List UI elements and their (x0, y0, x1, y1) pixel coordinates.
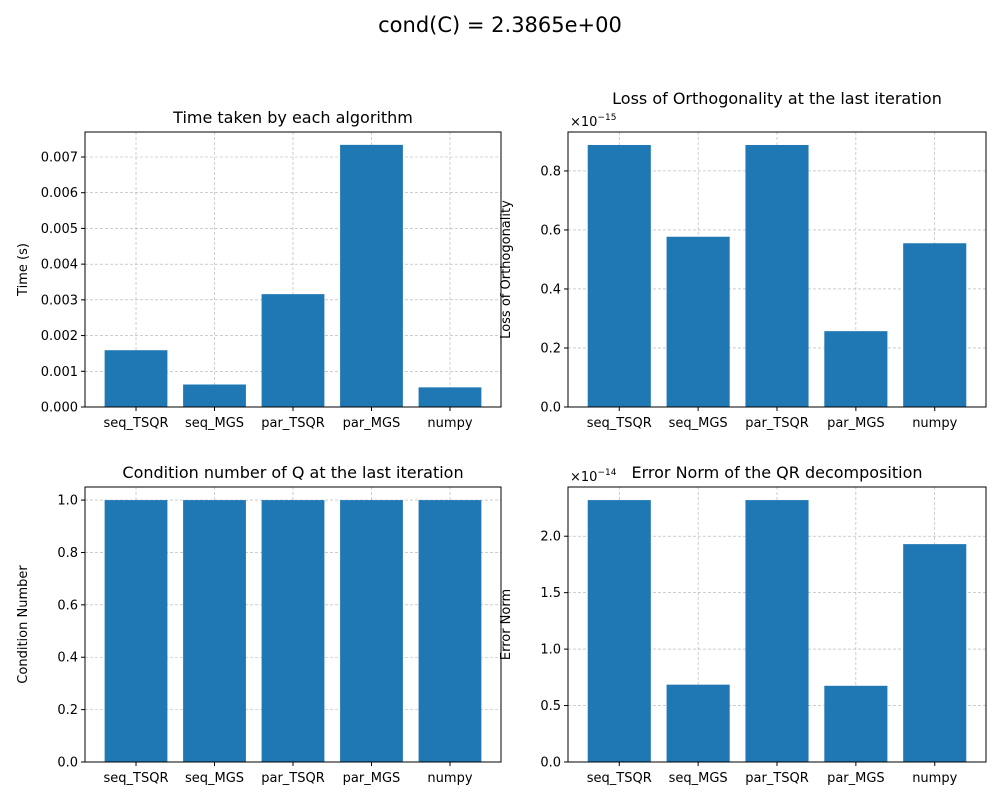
y-tick-label: 0.4 (57, 651, 78, 666)
x-tick-label: par_MGS (827, 416, 885, 431)
y-axis-label: Time (s) (16, 243, 31, 297)
y-tick-label: 0.2 (540, 341, 561, 356)
x-tick-label: seq_TSQR (104, 416, 169, 431)
y-tick-label: 0.0 (540, 756, 561, 771)
y-tick-label: 0.6 (540, 223, 561, 238)
bar-seq_MGS (666, 236, 730, 407)
y-tick-label: 1.0 (540, 643, 561, 658)
y-tick-label: 0.000 (41, 401, 78, 416)
offset-base: ×10 (570, 115, 597, 130)
y-tick-label: 0.2 (57, 703, 78, 718)
subplot-title: Loss of Orthogonality at the last iterat… (612, 89, 942, 108)
y-tick-label: 0.005 (41, 222, 78, 237)
bar-numpy (418, 500, 482, 762)
subplot-1: 0.000 0.001 0.002 0.003 0.004 0.005 0.006 0.007… (16, 108, 502, 431)
bar-par_MGS (824, 331, 888, 407)
subplot-4: 0.0 0.5 1.0 1.5 2.0 seq_TSQR seq_MGS par_TSQR pa… (499, 463, 987, 786)
x-tick-label: par_MGS (343, 771, 401, 786)
figure-suptitle: cond(C) = 2.3865e+00 (378, 13, 622, 37)
bar-seq_MGS (183, 500, 246, 762)
x-tick-label: par_TSQR (745, 416, 809, 431)
x-tick-label: numpy (912, 416, 957, 431)
bar-numpy (418, 387, 482, 407)
axis-offset-text: ×10−14 (570, 468, 617, 485)
bar-seq_TSQR (104, 500, 168, 762)
x-tick-label: seq_MGS (185, 771, 244, 786)
offset-exponent: −15 (597, 113, 616, 123)
x-tick-label: seq_TSQR (587, 416, 652, 431)
subplot-title: Condition number of Q at the last iterat… (122, 463, 463, 482)
bar-par_TSQR (745, 500, 809, 762)
bar-par_TSQR (261, 500, 325, 762)
y-tick-label: 1.0 (57, 494, 78, 509)
y-tick-label: 0.003 (41, 293, 78, 308)
x-tick-label: seq_MGS (669, 771, 728, 786)
bar-seq_MGS (666, 684, 730, 762)
y-tick-label: 0.006 (41, 186, 78, 201)
y-axis-label: Condition Number (16, 565, 31, 684)
y-tick-label: 0.0 (57, 756, 78, 771)
bar-par_MGS (340, 144, 403, 407)
bar-seq_TSQR (587, 500, 651, 762)
x-tick-label: seq_TSQR (587, 771, 652, 786)
x-tick-label: par_TSQR (261, 416, 325, 431)
y-tick-label: 1.5 (540, 586, 561, 601)
offset-base: ×10 (570, 470, 597, 485)
bar-par_MGS (824, 685, 888, 762)
y-tick-label: 0.8 (540, 164, 561, 179)
x-tick-label: seq_MGS (185, 416, 244, 431)
subplot-grid: 0.000 0.001 0.002 0.003 0.004 0.005 0.006 0.007… (16, 89, 987, 786)
y-tick-label: 0.0 (540, 401, 561, 416)
y-axis-label: Error Norm (499, 589, 514, 660)
y-tick-label: 0.4 (540, 282, 561, 297)
x-tick-label: par_MGS (827, 771, 885, 786)
bar-par_TSQR (261, 294, 325, 407)
x-tick-label: seq_MGS (669, 416, 728, 431)
subplot-title: Error Norm of the QR decomposition (631, 463, 922, 482)
x-tick-label: numpy (427, 771, 472, 786)
y-tick-label: 0.8 (57, 546, 78, 561)
x-tick-label: par_TSQR (261, 771, 325, 786)
bar-seq_TSQR (104, 350, 168, 407)
y-tick-label: 0.001 (41, 365, 78, 380)
y-tick-label: 0.5 (540, 699, 561, 714)
bar-seq_TSQR (587, 144, 651, 407)
y-tick-label: 0.6 (57, 598, 78, 613)
y-tick-label: 0.007 (41, 151, 78, 166)
axis-offset-text: ×10−15 (570, 113, 616, 130)
bar-numpy (903, 243, 967, 407)
x-tick-label: seq_TSQR (104, 771, 169, 786)
subplot-3: 0.0 0.2 0.4 0.6 0.8 1.0 seq_TSQR seq_MGS par_TSQ… (16, 463, 502, 786)
bar-seq_MGS (183, 384, 246, 407)
bar-par_MGS (340, 500, 403, 762)
y-tick-label: 0.002 (41, 329, 78, 344)
x-tick-label: numpy (427, 416, 472, 431)
x-tick-label: par_MGS (343, 416, 401, 431)
subplot-2: 0.0 0.2 0.4 0.6 0.8 seq_TSQR seq_MGS par_TSQR pa… (499, 89, 987, 431)
x-tick-label: numpy (912, 771, 957, 786)
bar-par_TSQR (745, 144, 809, 407)
bar-numpy (903, 544, 967, 762)
y-tick-label: 0.004 (41, 258, 78, 273)
y-axis-label: Loss of Orthogonality (499, 200, 514, 339)
y-tick-label: 2.0 (540, 530, 561, 545)
subplot-title: Time taken by each algorithm (172, 108, 413, 127)
offset-exponent: −14 (597, 468, 616, 478)
x-tick-label: par_TSQR (745, 771, 809, 786)
